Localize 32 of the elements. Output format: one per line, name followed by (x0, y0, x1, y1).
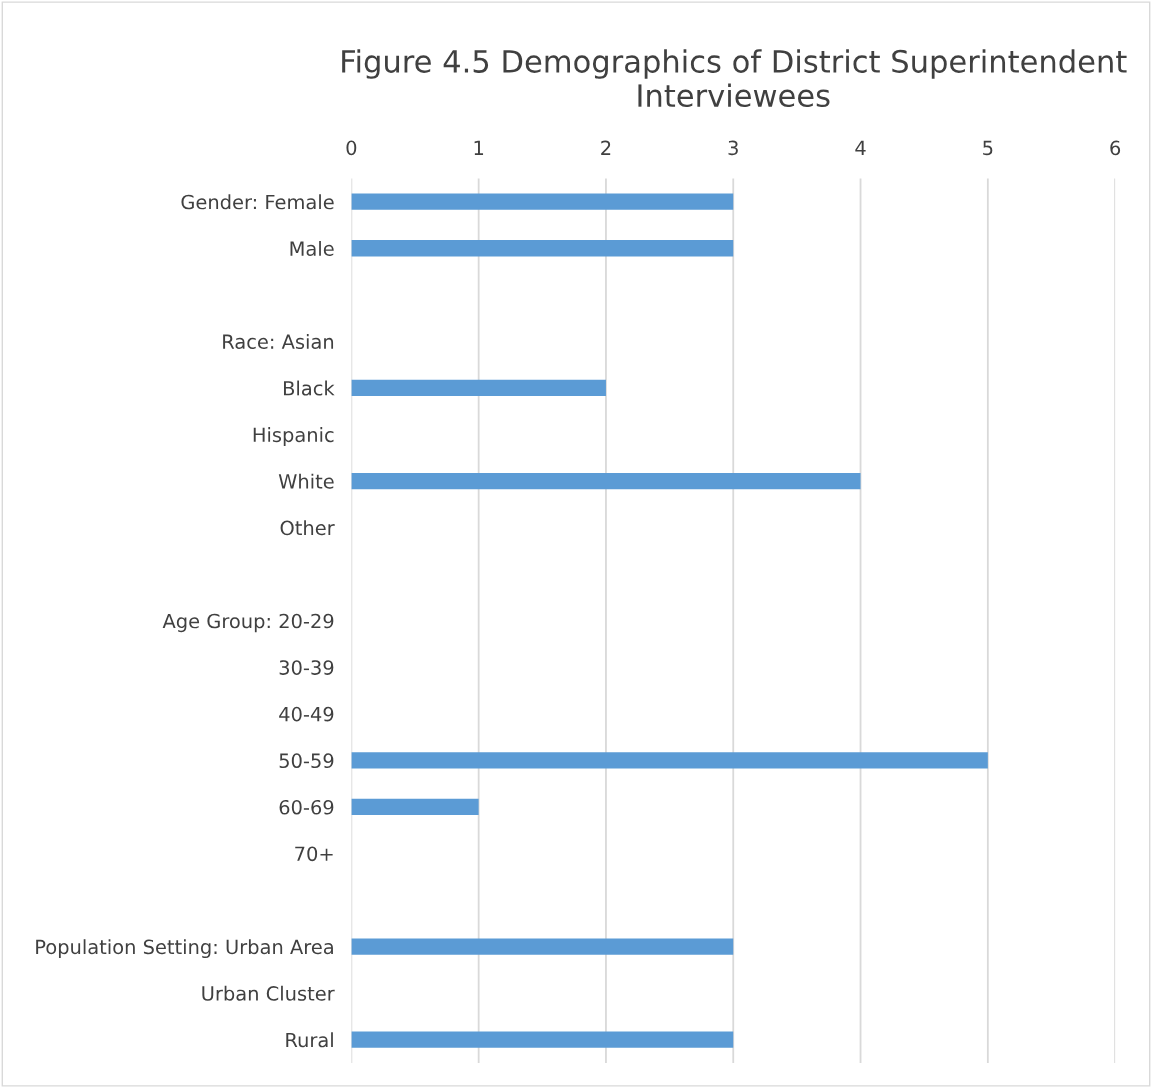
bar (351, 938, 734, 955)
chart-title: Figure 4.5 Demographics of District Superintendent Interviewees (342, 49, 1127, 108)
y-tick-label: Population Setting: Urban Area (36, 939, 333, 959)
y-tick-label: Hispanic (253, 427, 334, 446)
y-tick-label: 70+ (295, 846, 333, 862)
y-tick-label: 60-69 (279, 799, 334, 815)
y-tick-label: Black (283, 380, 335, 396)
x-tick-label: 0 (346, 140, 357, 156)
bar (351, 1031, 734, 1048)
y-tick-label: Male (290, 240, 334, 256)
bar (351, 379, 606, 397)
x-tick-label: 1 (474, 140, 484, 155)
bar (351, 472, 861, 490)
y-tick-label: 30-39 (279, 660, 334, 675)
y-tick-label: Urban Cluster (202, 985, 335, 1001)
x-tick-label: 5 (983, 140, 993, 156)
bar (351, 798, 479, 816)
bar (351, 752, 988, 769)
bar (351, 240, 734, 257)
y-tick-label: 40-49 (279, 706, 334, 722)
y-tick-label: White (278, 473, 334, 489)
bar (351, 193, 734, 210)
y-tick-label: Rural (286, 1032, 333, 1048)
x-tick-label: 3 (728, 140, 738, 156)
y-tick-label: Other (280, 520, 335, 536)
y-tick-label: Age Group: 20-29 (162, 613, 334, 633)
y-tick-label: 50-59 (279, 753, 334, 769)
x-tick-label: 4 (855, 140, 866, 155)
x-tick-label: 6 (1110, 140, 1121, 156)
x-tick-label: 2 (601, 140, 611, 155)
y-tick-label: Race: Asian (223, 333, 334, 350)
y-tick-label: Gender: Female (181, 194, 334, 210)
